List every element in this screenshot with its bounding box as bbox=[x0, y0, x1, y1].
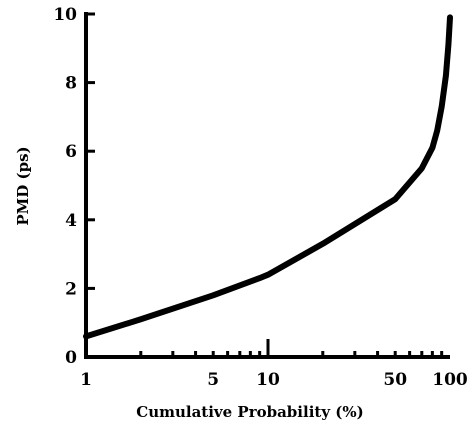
y-tick-label: 2 bbox=[65, 279, 77, 299]
y-tick-label: 10 bbox=[53, 5, 77, 25]
x-tick-label: 1 bbox=[80, 370, 92, 390]
y-tick-label: 8 bbox=[65, 74, 77, 94]
y-ticks: 0 2 4 6 8 10 bbox=[53, 5, 95, 368]
y-tick-label: 6 bbox=[65, 142, 77, 162]
figure-caption bbox=[0, 424, 474, 437]
x-tick-label: 5 bbox=[207, 370, 219, 390]
x-tick-label: 10 bbox=[256, 370, 280, 390]
series-layer bbox=[83, 14, 453, 340]
x-axis-title: Cumulative Probability (%) bbox=[136, 403, 363, 421]
x-ticks: 1 5 10 50 100 bbox=[80, 339, 468, 390]
pmd-chart: 0 2 4 6 8 10 1 5 10 50 100 Cumulative Probability… bbox=[14, 5, 468, 421]
y-tick-label: 0 bbox=[65, 348, 77, 368]
y-tick-label: 4 bbox=[65, 211, 77, 231]
x-tick-label: 100 bbox=[432, 370, 468, 390]
y-axis-title: PMD (ps) bbox=[14, 146, 32, 225]
x-tick-label: 50 bbox=[383, 370, 407, 390]
series-line bbox=[83, 14, 453, 340]
